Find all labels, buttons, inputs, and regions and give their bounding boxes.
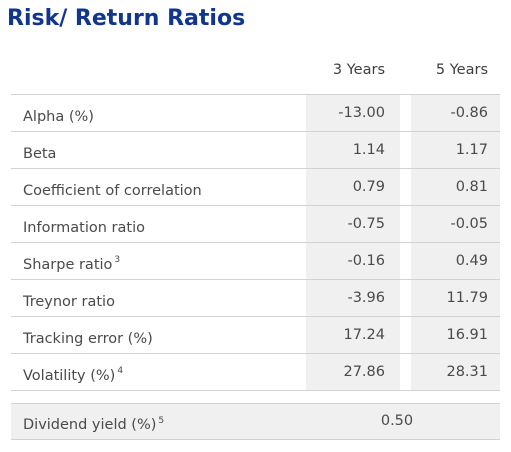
dividend-yield-label: Dividend yield (%) 5 [23,416,165,433]
row-label: Alpha (%) [23,108,94,125]
value-5-years: 16.91 [446,327,488,343]
table-row-alpha: Alpha (%) -13.00 -0.86 [11,94,500,131]
row-label: Tracking error (%) [23,330,153,347]
column-header-3-years: 3 Years [332,62,385,78]
value-5-years: -0.05 [450,216,488,232]
table-row-correlation: Coefficient of correlation 0.79 0.81 [11,168,500,205]
table-row-beta: Beta 1.14 1.17 [11,131,500,168]
value-5-years: 0.81 [455,179,488,195]
column-header-5-years: 5 Years [435,62,488,78]
page-title: Risk/ Return Ratios [7,6,246,31]
dividend-yield-row: Dividend yield (%) 5 0.50 [11,403,500,439]
footnote-marker: 5 [158,416,165,426]
value-3-years: 17.24 [343,327,385,343]
row-label: Coefficient of correlation [23,182,202,199]
value-3-years: 27.86 [343,364,385,380]
value-5-years: 1.17 [455,142,488,158]
value-3-years: -0.16 [347,253,385,269]
table-row-sharpe-ratio: Sharpe ratio 3 -0.16 0.49 [11,242,500,279]
value-5-years: 0.49 [455,253,488,269]
dividend-yield-value: 0.50 [380,413,414,429]
footnote-marker: 3 [114,255,121,265]
table-bottom-rule [11,390,500,391]
value-3-years: -3.96 [347,290,385,306]
value-3-years: 1.14 [352,142,385,158]
value-3-years: 0.79 [352,179,385,195]
value-5-years: 11.79 [446,290,488,306]
value-5-years: -0.86 [450,105,488,121]
value-3-years: -13.00 [338,105,385,121]
table-row-volatility: Volatility (%) 4 27.86 28.31 [11,353,500,390]
table-row-treynor-ratio: Treynor ratio -3.96 11.79 [11,279,500,316]
dividend-bottom-rule [11,439,500,440]
row-label: Volatility (%) 4 [23,366,124,384]
value-5-years: 28.31 [446,364,488,380]
table-row-information-ratio: Information ratio -0.75 -0.05 [11,205,500,242]
value-3-years: -0.75 [347,216,385,232]
table-row-tracking-error: Tracking error (%) 17.24 16.91 [11,316,500,353]
footnote-marker: 4 [117,366,124,376]
row-label: Information ratio [23,219,145,236]
row-label: Treynor ratio [23,293,115,310]
row-label: Beta [23,145,57,162]
row-label: Sharpe ratio 3 [23,255,121,273]
